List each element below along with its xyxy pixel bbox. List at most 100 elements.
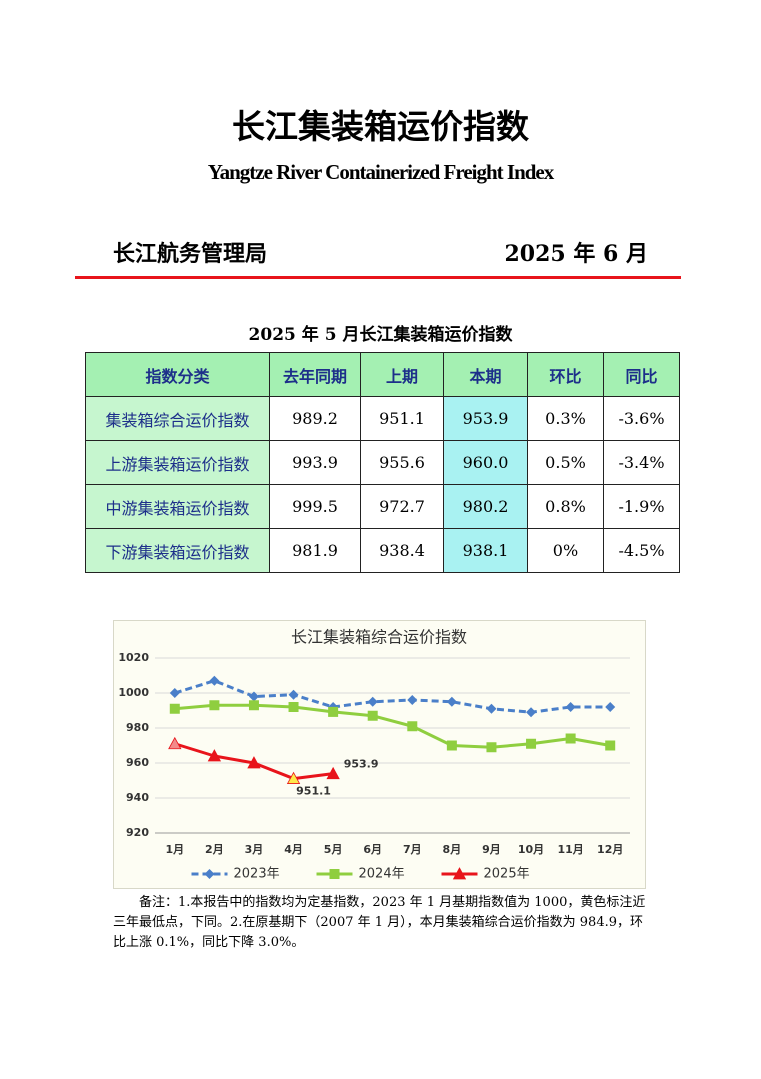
x-tick-label: 1月 bbox=[165, 843, 184, 856]
table-cell: 981.9 bbox=[269, 528, 361, 573]
table-cell: 0.8% bbox=[527, 484, 604, 529]
table-cell: 本期 bbox=[443, 352, 528, 397]
y-tick-label: 1020 bbox=[118, 651, 149, 664]
marker bbox=[328, 706, 339, 717]
marker bbox=[446, 696, 457, 707]
marker bbox=[248, 691, 259, 702]
marker bbox=[367, 710, 378, 721]
marker bbox=[407, 721, 418, 732]
subtitle: Yangtze River Containerized Freight Inde… bbox=[207, 160, 555, 184]
marker bbox=[288, 702, 299, 712]
x-tick-label: 5月 bbox=[324, 843, 343, 856]
series-line bbox=[174, 703, 611, 749]
chart-title: 长江集装箱综合运价指数 bbox=[291, 628, 467, 647]
marker bbox=[565, 702, 576, 712]
table-cell: 993.9 bbox=[269, 440, 361, 485]
marker bbox=[169, 688, 180, 698]
table-cell: 去年同期 bbox=[269, 352, 361, 397]
y-tick-label: 960 bbox=[126, 756, 149, 769]
table-cell: 955.6 bbox=[360, 440, 444, 485]
table-cell: 上游集装箱运价指数 bbox=[85, 440, 270, 485]
marker bbox=[452, 867, 467, 880]
x-tick-label: 7月 bbox=[403, 843, 422, 856]
x-tick-label: 11月 bbox=[557, 843, 583, 856]
x-tick-label: 10月 bbox=[518, 843, 544, 856]
table: 指数分类 去年同期 上期 本期 环比 同比 集装箱综合运价指数 989.2 951.1 953.9… bbox=[85, 352, 680, 573]
issuer: 长江航务管理局 bbox=[113, 242, 268, 267]
table-cell: 0.5% bbox=[527, 440, 604, 485]
table-cell: 951.1 bbox=[360, 396, 444, 441]
y-tick-label: 980 bbox=[126, 721, 149, 734]
table-cell: -1.9% bbox=[603, 484, 680, 529]
data-label: 951.1 bbox=[296, 785, 331, 798]
table-cell: -4.5% bbox=[603, 528, 680, 573]
marker bbox=[486, 703, 497, 714]
note: 备注：1.本报告中的指数均为定基指数，2023 年 1 月基期指数值为 1000… bbox=[113, 895, 646, 950]
marker bbox=[207, 749, 222, 762]
marker bbox=[329, 869, 340, 879]
x-tick-label: 12月 bbox=[597, 843, 623, 856]
date: 2025 年 6 月 bbox=[504, 241, 648, 267]
marker bbox=[526, 738, 537, 749]
table-cell: -3.4% bbox=[603, 440, 680, 485]
marker bbox=[407, 695, 418, 705]
table-cell: 938.4 bbox=[360, 528, 444, 573]
marker bbox=[209, 700, 220, 711]
table-row: 集装箱综合运价指数 989.2 951.1 953.9 0.3% -3.6% bbox=[85, 396, 680, 441]
table-cell: 上期 bbox=[360, 352, 444, 397]
table-row: 中游集装箱运价指数 999.5 972.7 980.2 0.8% -1.9% bbox=[85, 484, 680, 529]
marker bbox=[446, 740, 457, 751]
table-cell: 中游集装箱运价指数 bbox=[85, 484, 270, 529]
x-tick-label: 6月 bbox=[363, 843, 382, 856]
x-tick-label: 3月 bbox=[245, 843, 264, 856]
marker bbox=[288, 689, 299, 700]
marker bbox=[367, 696, 378, 707]
table-cell: 960.0 bbox=[443, 440, 528, 485]
y-tick-label: 920 bbox=[126, 826, 149, 839]
table-cell: 集装箱综合运价指数 bbox=[85, 396, 270, 441]
marker bbox=[486, 742, 497, 753]
table-cell: 953.9 bbox=[443, 396, 528, 441]
marker bbox=[526, 707, 537, 718]
table-cell: 999.5 bbox=[269, 484, 361, 529]
marker bbox=[605, 740, 616, 751]
table-row: 指数分类 去年同期 上期 本期 环比 同比 bbox=[85, 352, 680, 397]
marker bbox=[286, 771, 301, 784]
marker bbox=[204, 869, 215, 879]
chart: 长江集装箱综合运价指数 920 940 960 980 1000 1020 1月 2月 3月 4月… bbox=[113, 620, 646, 889]
table-cell: 下游集装箱运价指数 bbox=[85, 528, 270, 573]
data-label: 953.9 bbox=[344, 758, 379, 771]
table-cell: -3.6% bbox=[603, 396, 680, 441]
table-cell: 指数分类 bbox=[85, 352, 270, 397]
legend-label: 2024年 bbox=[359, 867, 405, 882]
table-row: 下游集装箱运价指数 981.9 938.4 938.1 0% -4.5% bbox=[85, 528, 680, 573]
title: 长江集装箱运价指数 bbox=[232, 107, 529, 146]
x-tick-label: 2月 bbox=[205, 843, 224, 856]
table-cell: 0.3% bbox=[527, 396, 604, 441]
series-line bbox=[174, 679, 611, 714]
legend-label: 2025年 bbox=[484, 867, 530, 882]
table-cell: 环比 bbox=[527, 352, 604, 397]
x-tick-label: 4月 bbox=[284, 843, 303, 856]
marker bbox=[565, 733, 576, 744]
table-cell: 972.7 bbox=[360, 484, 444, 529]
x-tick-label: 9月 bbox=[482, 843, 501, 856]
table-cell: 938.1 bbox=[443, 528, 528, 573]
table-cell: 980.2 bbox=[443, 484, 528, 529]
y-tick-label: 940 bbox=[126, 791, 149, 804]
table-title: 2025 年 5 月长江集装箱运价指数 bbox=[248, 325, 513, 345]
marker bbox=[209, 675, 220, 686]
marker bbox=[168, 736, 182, 750]
marker bbox=[169, 703, 180, 714]
marker bbox=[605, 702, 616, 712]
x-tick-label: 8月 bbox=[443, 843, 462, 856]
chart-frame bbox=[113, 620, 646, 889]
marker bbox=[247, 756, 261, 769]
marker bbox=[248, 700, 259, 711]
table-cell: 0% bbox=[527, 528, 604, 573]
marker bbox=[326, 766, 340, 780]
divider bbox=[75, 276, 681, 279]
y-tick-label: 1000 bbox=[118, 686, 149, 699]
table-cell: 同比 bbox=[603, 352, 680, 397]
